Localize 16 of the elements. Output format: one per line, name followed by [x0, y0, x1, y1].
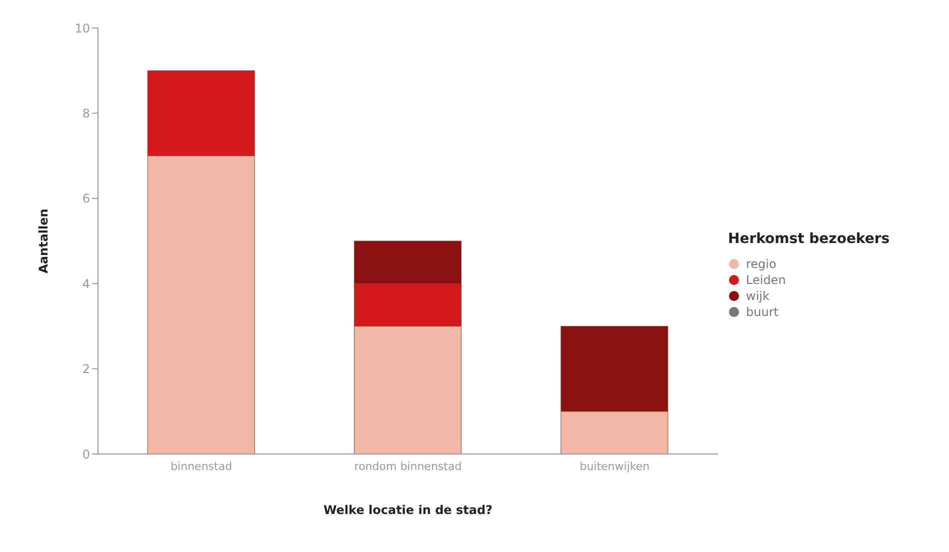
y-tick-label: 6: [82, 192, 90, 206]
x-tick-label: binnenstad: [170, 460, 232, 473]
y-axis-title: Aantallen: [36, 208, 50, 274]
legend-title: Herkomst bezoekers: [728, 231, 891, 247]
legend-label: wijk: [745, 289, 770, 303]
y-tick-label: 2: [82, 362, 90, 376]
y-tick-label: 8: [82, 106, 90, 120]
x-tick-label: rondom binnenstad: [354, 460, 462, 473]
legend-label: buurt: [745, 305, 780, 319]
legend-label: Leiden: [745, 273, 787, 287]
x-axis-title: Welke locatie in de stad?: [323, 503, 493, 517]
y-tick-label: 4: [82, 276, 90, 291]
legend-label: regio: [745, 257, 778, 271]
y-tick-label: 0: [82, 447, 90, 462]
y-tick-label: 10: [74, 21, 90, 36]
x-tick-label: buitenwijken: [580, 460, 650, 473]
